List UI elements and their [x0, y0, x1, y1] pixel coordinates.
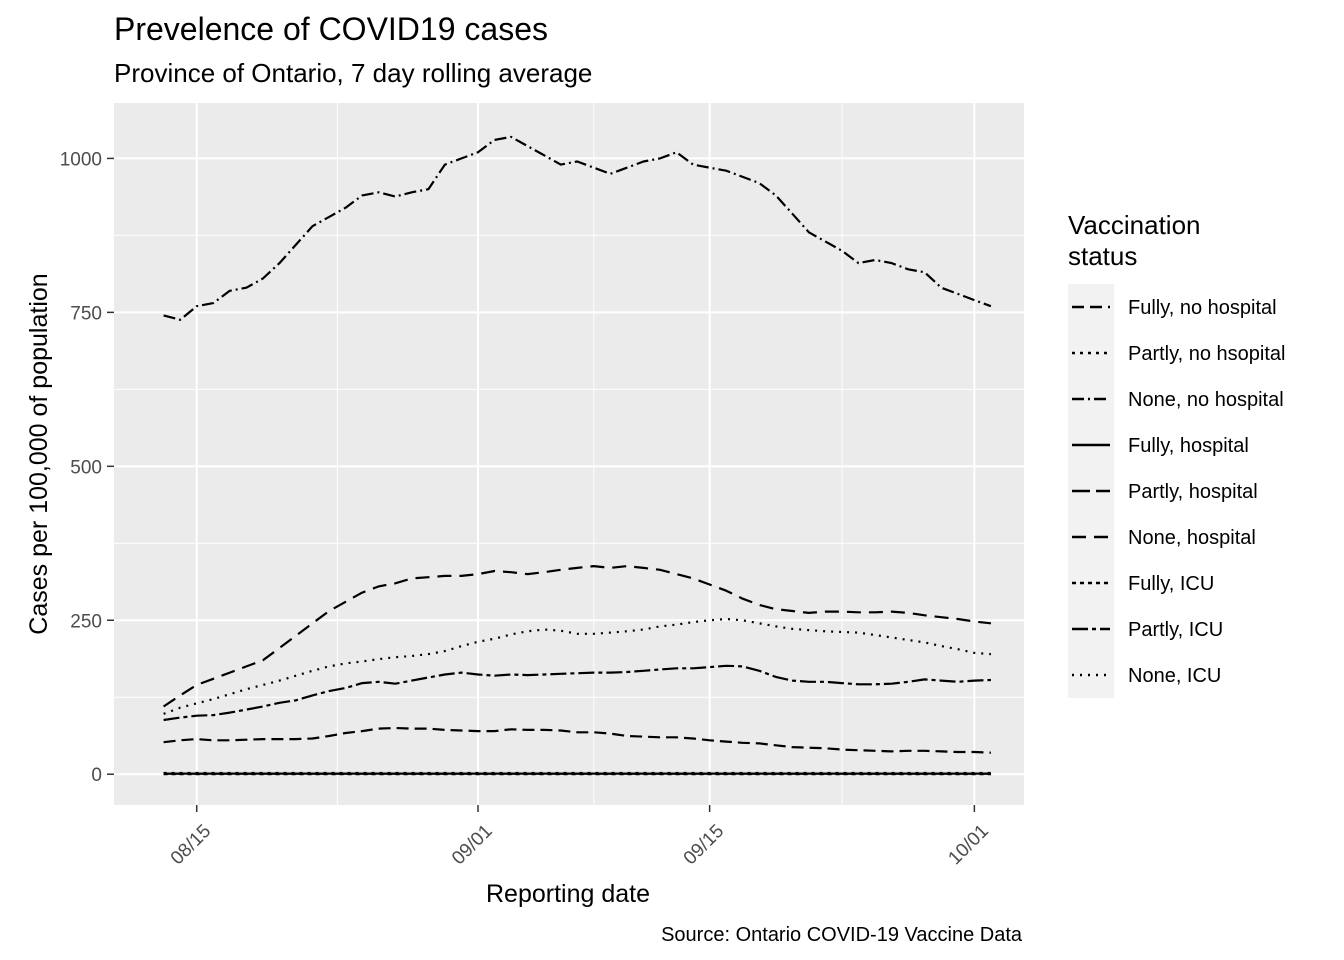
- y-tick-label: 250: [70, 611, 102, 632]
- series-line-5: [162, 564, 992, 708]
- minor-gridlines: [114, 103, 1024, 805]
- x-tick-label: 09/01: [448, 821, 496, 869]
- x-axis-title: Reporting date: [486, 880, 650, 908]
- major-gridlines: [114, 103, 1024, 805]
- legend-label: None, hospital: [1128, 527, 1256, 549]
- x-tick-label: 10/01: [944, 821, 992, 869]
- legend-label: None, no hospital: [1128, 389, 1284, 411]
- legend-title-line-1: Vaccination: [1068, 210, 1201, 240]
- legend: Vaccination status Fully, no hospital Par…: [1068, 210, 1286, 698]
- legend-label: None, ICU: [1128, 665, 1221, 687]
- legend-key-box: [1068, 652, 1114, 698]
- x-tick-label: 09/15: [680, 821, 728, 869]
- source-caption: Source: Ontario COVID-19 Vaccine Data: [661, 924, 1023, 946]
- chart-title: Prevelence of COVID19 cases: [114, 11, 548, 47]
- series-line-2: [163, 135, 992, 321]
- legend-label: Fully, no hospital: [1128, 297, 1277, 319]
- y-axis: 0 250 500 750 1000: [60, 149, 114, 786]
- x-axis: 08/15 09/01 09/15 10/01: [167, 805, 993, 869]
- series-line-0: [163, 726, 991, 754]
- y-tick-label: 1000: [60, 149, 102, 170]
- chart-subtitle: Province of Ontario, 7 day rolling avera…: [114, 58, 592, 88]
- y-axis-title: Cases per 100,000 of population: [25, 273, 53, 634]
- y-tick-label: 750: [70, 303, 102, 324]
- y-tick-label: 0: [91, 765, 102, 786]
- series-line-8: [163, 617, 991, 715]
- plot-panel: [114, 103, 1024, 805]
- legend-label: Fully, hospital: [1128, 435, 1249, 457]
- legend-title-line-2: status: [1068, 241, 1137, 271]
- y-tick-label: 500: [70, 457, 102, 478]
- legend-items: Fully, no hospital Partly, no hsopital Non…: [1068, 284, 1286, 698]
- legend-label: Partly, hospital: [1128, 481, 1258, 503]
- legend-label: Fully, ICU: [1128, 573, 1214, 595]
- legend-label: Partly, no hsopital: [1128, 343, 1286, 365]
- x-tick-label: 08/15: [167, 821, 215, 869]
- legend-label: Partly, ICU: [1128, 619, 1223, 641]
- series-lines: [162, 135, 992, 776]
